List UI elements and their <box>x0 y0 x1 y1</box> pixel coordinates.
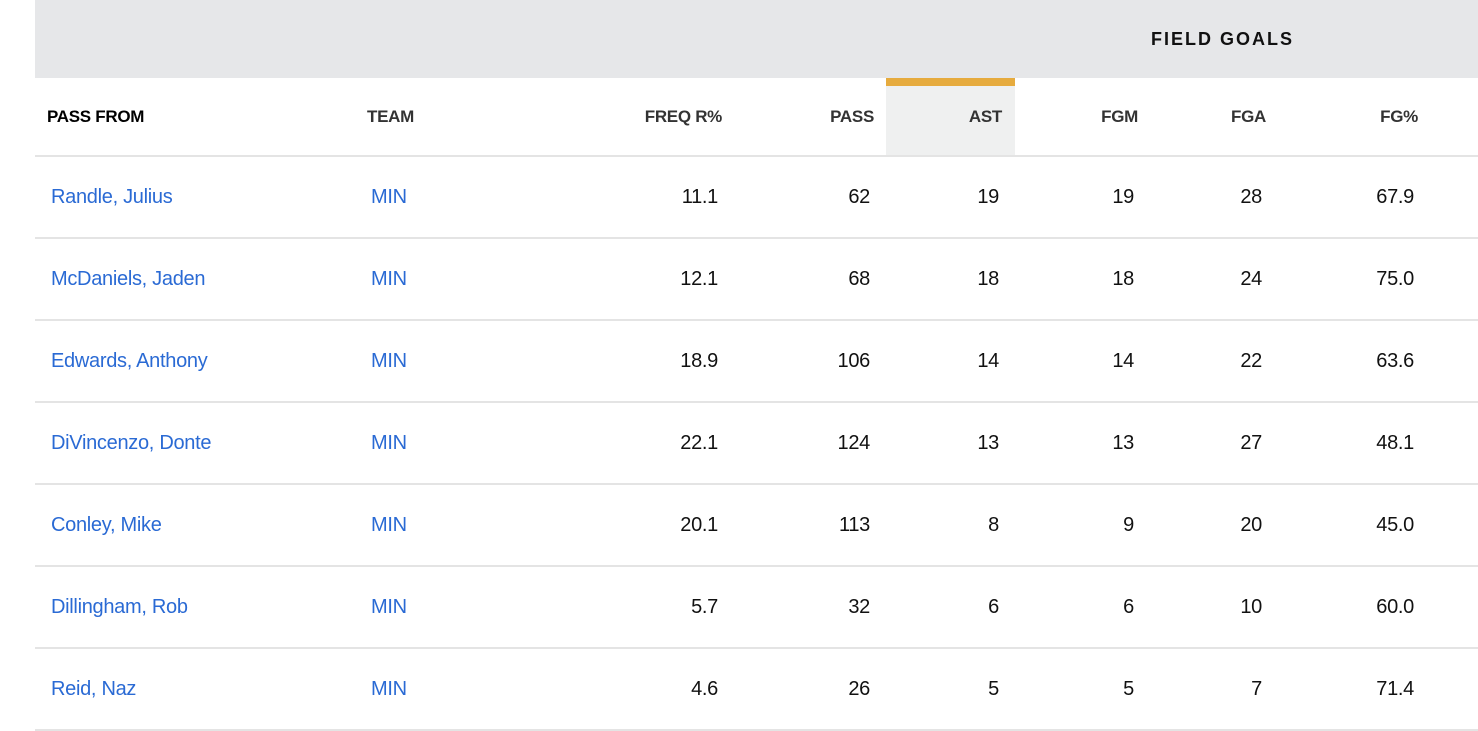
team-cell: MIN <box>355 648 580 731</box>
passing-stats-table: PASS FROM TEAM FREQ R% PASS AST FGM FGA … <box>35 78 1478 731</box>
freq-cell: 11.1 <box>580 156 734 239</box>
table-row: DiVincenzo, Donte MIN 22.1 124 13 13 27 48.1 <box>35 402 1478 485</box>
player-link[interactable]: Randle, Julius <box>51 185 173 208</box>
pass-cell: 68 <box>734 238 886 321</box>
table-row: Conley, Mike MIN 20.1 113 8 9 20 45.0 <box>35 484 1478 567</box>
team-cell: MIN <box>355 484 580 567</box>
fgm-cell: 18 <box>1015 238 1150 321</box>
ast-cell: 5 <box>886 648 1015 731</box>
fg-pct-cell: 45.0 <box>1278 484 1430 567</box>
fg-pct-cell: 67.9 <box>1278 156 1430 239</box>
fga-cell: 28 <box>1150 156 1278 239</box>
fgm-cell: 13 <box>1015 402 1150 485</box>
freq-cell: 20.1 <box>580 484 734 567</box>
team-link[interactable]: MIN <box>371 513 407 536</box>
player-cell: McDaniels, Jaden <box>35 238 355 321</box>
header-group-band <box>35 0 1478 78</box>
pass-cell: 26 <box>734 648 886 731</box>
fg-pct-cell: 48.1 <box>1278 402 1430 485</box>
pass-cell: 124 <box>734 402 886 485</box>
column-header-pass[interactable]: PASS <box>734 78 886 157</box>
pass-cell: 113 <box>734 484 886 567</box>
spacer-cell <box>1430 402 1478 485</box>
player-link[interactable]: McDaniels, Jaden <box>51 267 206 290</box>
fg-pct-cell: 75.0 <box>1278 238 1430 321</box>
pass-cell: 32 <box>734 566 886 649</box>
ast-cell: 19 <box>886 156 1015 239</box>
team-cell: MIN <box>355 320 580 403</box>
freq-cell: 12.1 <box>580 238 734 321</box>
column-header-team[interactable]: TEAM <box>355 78 580 157</box>
column-header-row: PASS FROM TEAM FREQ R% PASS AST FGM FGA … <box>35 78 1478 157</box>
fga-cell: 10 <box>1150 566 1278 649</box>
fga-cell: 27 <box>1150 402 1278 485</box>
field-goals-group-header: FIELD GOALS <box>1151 28 1294 49</box>
team-cell: MIN <box>355 566 580 649</box>
column-header-pass-from[interactable]: PASS FROM <box>35 78 355 157</box>
freq-cell: 22.1 <box>580 402 734 485</box>
team-link[interactable]: MIN <box>371 349 407 372</box>
fgm-cell: 19 <box>1015 156 1150 239</box>
pass-cell: 106 <box>734 320 886 403</box>
table-row: Reid, Naz MIN 4.6 26 5 5 7 71.4 <box>35 648 1478 731</box>
team-cell: MIN <box>355 402 580 485</box>
player-cell: DiVincenzo, Donte <box>35 402 355 485</box>
column-header-fg-pct[interactable]: FG% <box>1278 78 1430 157</box>
player-link[interactable]: Dillingham, Rob <box>51 595 188 618</box>
freq-cell: 18.9 <box>580 320 734 403</box>
team-cell: MIN <box>355 238 580 321</box>
fg-pct-cell: 60.0 <box>1278 566 1430 649</box>
table-row: Dillingham, Rob MIN 5.7 32 6 6 10 60.0 <box>35 566 1478 649</box>
column-header-ast-sorted[interactable]: AST <box>886 78 1015 157</box>
spacer-cell <box>1430 648 1478 731</box>
column-header-freq[interactable]: FREQ R% <box>580 78 734 157</box>
freq-cell: 5.7 <box>580 566 734 649</box>
ast-cell: 8 <box>886 484 1015 567</box>
column-header-fga[interactable]: FGA <box>1150 78 1278 157</box>
pass-cell: 62 <box>734 156 886 239</box>
spacer-cell <box>1430 320 1478 403</box>
player-cell: Dillingham, Rob <box>35 566 355 649</box>
ast-cell: 6 <box>886 566 1015 649</box>
spacer-cell <box>1430 238 1478 321</box>
table-row: Edwards, Anthony MIN 18.9 106 14 14 22 63.6 <box>35 320 1478 403</box>
fga-cell: 22 <box>1150 320 1278 403</box>
player-link[interactable]: Reid, Naz <box>51 677 137 700</box>
ast-cell: 14 <box>886 320 1015 403</box>
spacer-cell <box>1430 566 1478 649</box>
player-link[interactable]: Conley, Mike <box>51 513 162 536</box>
team-link[interactable]: MIN <box>371 431 407 454</box>
ast-cell: 13 <box>886 402 1015 485</box>
fg-pct-cell: 71.4 <box>1278 648 1430 731</box>
fga-cell: 20 <box>1150 484 1278 567</box>
spacer-cell <box>1430 156 1478 239</box>
fg-pct-cell: 63.6 <box>1278 320 1430 403</box>
fga-cell: 7 <box>1150 648 1278 731</box>
table-row: Randle, Julius MIN 11.1 62 19 19 28 67.9 <box>35 156 1478 239</box>
column-header-spacer <box>1430 78 1478 157</box>
team-link[interactable]: MIN <box>371 185 407 208</box>
player-cell: Reid, Naz <box>35 648 355 731</box>
player-link[interactable]: Edwards, Anthony <box>51 349 208 372</box>
fgm-cell: 14 <box>1015 320 1150 403</box>
spacer-cell <box>1430 484 1478 567</box>
fgm-cell: 5 <box>1015 648 1150 731</box>
ast-cell: 18 <box>886 238 1015 321</box>
fga-cell: 24 <box>1150 238 1278 321</box>
team-cell: MIN <box>355 156 580 239</box>
player-cell: Edwards, Anthony <box>35 320 355 403</box>
table-row: McDaniels, Jaden MIN 12.1 68 18 18 24 75.0 <box>35 238 1478 321</box>
fgm-cell: 9 <box>1015 484 1150 567</box>
team-link[interactable]: MIN <box>371 267 407 290</box>
player-link[interactable]: DiVincenzo, Donte <box>51 431 212 454</box>
column-header-fgm[interactable]: FGM <box>1015 78 1150 157</box>
team-link[interactable]: MIN <box>371 677 407 700</box>
player-cell: Randle, Julius <box>35 156 355 239</box>
player-cell: Conley, Mike <box>35 484 355 567</box>
team-link[interactable]: MIN <box>371 595 407 618</box>
freq-cell: 4.6 <box>580 648 734 731</box>
fgm-cell: 6 <box>1015 566 1150 649</box>
